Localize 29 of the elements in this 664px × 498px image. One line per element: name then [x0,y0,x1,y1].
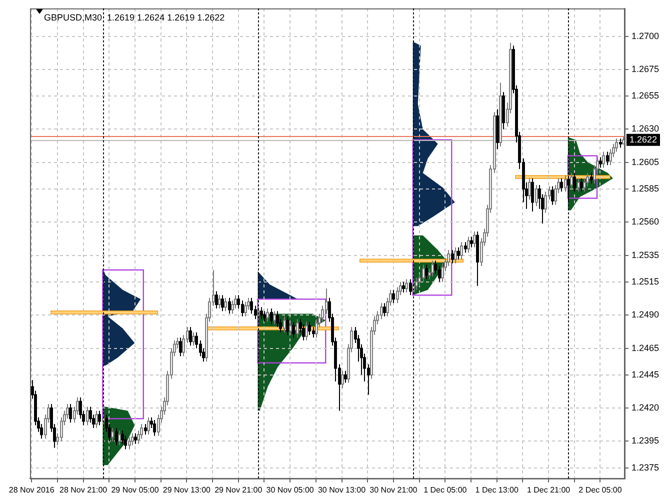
x-tick-label: 1 Dec 05:00 [424,485,468,494]
chart-title: GBPUSD,M30 1.2619 1.2624 1.2619 1.2622 [44,12,225,22]
y-tick-label: 1.2560 [631,216,660,227]
y-tick-label: 1.2655 [631,90,660,101]
ref-line-label: 1.2622 [629,134,658,144]
y-tick-label: 1.2375 [631,462,660,472]
y-tick-label: 1.2675 [631,64,660,74]
y-tick-label: 1.2490 [631,310,660,320]
x-tick-label: 30 Nov 05:00 [266,485,314,494]
y-tick-label: 1.2535 [631,250,660,260]
x-tick-label: 29 Nov 05:00 [111,485,160,494]
y-tick-label: 1.2445 [631,369,660,380]
y-tick-label: 1.2630 [631,124,660,134]
y-tick-label: 1.2465 [631,342,660,353]
x-tick-label: 29 Nov 21:00 [214,485,263,494]
x-tick-label: 1 Dec 21:00 [526,485,571,494]
x-tick-label: 28 Nov 21:00 [60,485,108,494]
y-tick-label: 1.2605 [631,156,660,167]
x-tick-label: 30 Nov 21:00 [370,485,418,494]
x-tick-label: 1 Dec 13:00 [475,485,519,494]
y-tick-label: 1.2515 [631,276,660,286]
y-tick-label: 1.2395 [631,436,660,446]
y-tick-label: 1.2700 [631,30,660,41]
y-tick-label: 1.2420 [631,402,660,413]
x-tick-label: 2 Dec 05:00 [578,485,622,494]
x-tick-label: 28 Nov 2016 [8,485,55,494]
x-tick-label: 29 Nov 13:00 [162,485,212,494]
x-tick-label: 30 Nov 13:00 [318,485,366,494]
y-tick-label: 1.2585 [631,183,660,194]
